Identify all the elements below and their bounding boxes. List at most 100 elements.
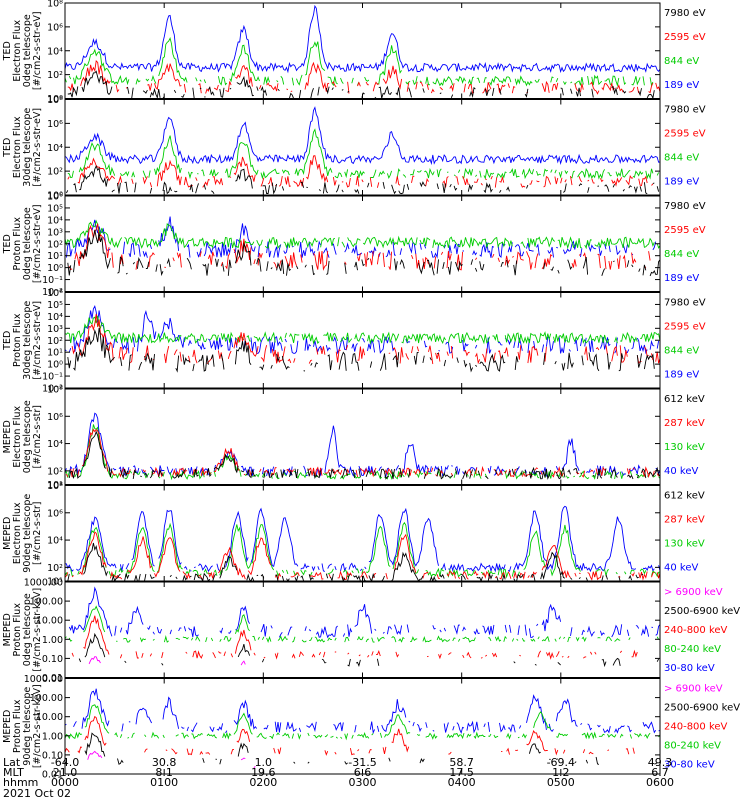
xaxis-lat-label-6: 49.3 (648, 756, 673, 769)
panel-4-ytick-label-8: 10⁶ (47, 288, 63, 299)
panel-5-legend-3: 130 keV (664, 442, 705, 453)
panel-4-ytick-label-1: 10⁻¹ (42, 372, 63, 383)
panel-7-ylabel-line-4: [#/cm2-s-str-keV] (32, 588, 43, 672)
xaxis-hhmm-label-0: 0000 (51, 776, 79, 789)
panel-3-ytick-label-1: 10⁻¹ (42, 275, 63, 286)
panel-4-legend-2: 2595 eV (664, 322, 706, 333)
xaxis-hhmm-label-3: 0300 (349, 776, 377, 789)
panel-4-ytick-label-3: 10¹ (47, 348, 63, 359)
panel-8-legend-4: 80-240 keV (664, 741, 721, 752)
panel-8-legend-5: 30-80 keV (664, 760, 715, 771)
panel-7-series-2 (64, 605, 659, 644)
panel-2-legend-4: 189 eV (664, 177, 699, 188)
panel-8-legend-1: > 6900 keV (664, 684, 723, 695)
panel-3-series-1 (66, 217, 658, 258)
panel-5-series-3 (66, 428, 659, 479)
panel-1-ytick-label-3: 10⁶ (47, 22, 63, 33)
xaxis-lat-label-0: -64.0 (51, 756, 79, 769)
panel-4-ytick-label-2: 10⁰ (47, 360, 63, 371)
panel-5-ylabel-line-2: Electron Flux (12, 406, 23, 468)
panel-3-ylabel-line-3: 0deg telescope (22, 207, 33, 280)
panel-8-ytick-label-5: 1000.00 (24, 674, 63, 685)
xaxis-hhmm-label-1: 0100 (150, 776, 178, 789)
panel-7-ylabel-line-1: MEPED (2, 613, 13, 646)
panel-3-legend-2: 2595 eV (664, 225, 706, 236)
panel-1-ylabel-line-4: [#/cm2-s-str-eV] (32, 11, 43, 90)
panel-5-ytick-label-2: 10⁴ (47, 439, 63, 450)
panel-8-ytick-label-2: 1.00 (42, 731, 63, 742)
panel-3-ytick-label-5: 10³ (47, 227, 63, 238)
panel-1-ytick-label-0: 10⁰ (47, 94, 63, 105)
panel-7-legend-1: > 6900 keV (664, 587, 723, 598)
panel-7-ylabel-line-3: 0deg telescope (22, 593, 33, 666)
panel-5-ylabel-line-4: [#/cm2-s-str] (32, 405, 43, 468)
panel-2-ytick-label-0: 10⁰ (47, 191, 63, 202)
panel-1-series-1 (64, 4, 661, 74)
panel-6-ytick-label-1: 10² (47, 563, 63, 574)
xaxis-row-label-lat: Lat (3, 756, 21, 769)
panel-6-ylabel-line-1: MEPED (2, 517, 13, 550)
panel-2-ytick-label-3: 10⁶ (47, 119, 63, 130)
xaxis-row-label-hhmm: hhmm (3, 776, 38, 789)
panel-3-ylabel-line-2: Proton Flux (12, 217, 23, 271)
panel-1-ytick-label-4: 10⁸ (47, 0, 63, 10)
panel-8-series-1 (64, 688, 661, 735)
panel-8-series-4 (64, 732, 658, 765)
xaxis-lat-label-2: 1.0 (255, 756, 273, 769)
panel-5-legend-1: 612 keV (664, 394, 705, 405)
panel-7-ytick-label-3: 10.00 (36, 616, 63, 627)
panel-5-legend-4: 40 keV (664, 466, 698, 477)
panel-3-ytick-label-3: 10¹ (47, 251, 63, 262)
panel-2-ytick-label-4: 10⁸ (47, 95, 63, 106)
panel-8-series-2 (64, 704, 661, 741)
panel-5-ytick-label-4: 10⁸ (47, 385, 63, 396)
panel-3-series-4 (67, 229, 661, 277)
panel-7-frame (64, 581, 661, 678)
panel-6-ylabel-line-2: Electron Flux (12, 502, 23, 564)
panel-7-ytick-label-4: 100.00 (30, 597, 63, 608)
panel-2-series-2 (67, 128, 660, 180)
panel-5-ytick-label-3: 10⁶ (47, 412, 63, 423)
panel-5-series-2 (64, 424, 661, 481)
panel-1-frame (64, 2, 661, 99)
panel-5-ylabel-line-3: 0deg telescope (22, 400, 33, 473)
panel-4-legend-1: 7980 eV (664, 298, 706, 309)
panel-1-series-2 (65, 38, 660, 85)
panel-4-series-2 (64, 315, 661, 345)
xaxis-row-label-mlt: MLT (3, 766, 24, 779)
panel-7-legend-2: 2500-6900 keV (664, 606, 740, 617)
panel-1-legend-1: 7980 eV (664, 8, 706, 19)
panel-5-legend-2: 287 keV (664, 418, 705, 429)
panel-8-ylabel-line-4: [#/cm2-s-str-keV] (32, 684, 43, 768)
panel-1-ylabel-line-1: TED (2, 41, 13, 61)
panel-4-legend-4: 189 eV (664, 370, 699, 381)
xaxis-mlt-label-3: 6.6 (354, 766, 372, 779)
xaxis-lat-label-4: 58.7 (449, 756, 474, 769)
panel-4-ytick-label-5: 10³ (47, 324, 63, 335)
panel-4-ylabel-line-2: Proton Flux (12, 313, 23, 367)
panel-5-ylabel-line-1: MEPED (2, 420, 13, 453)
panel-2-legend-1: 7980 eV (664, 105, 706, 116)
panel-7-legend-4: 80-240 keV (664, 644, 721, 655)
panel-8-ytick-label-1: 0.10 (42, 750, 63, 761)
panel-2-ylabel-line-4: [#/cm2-s-str-eV] (32, 108, 43, 187)
panel-5-series-4 (68, 430, 661, 480)
panel-6-legend-1: 612 keV (664, 491, 705, 502)
panel-6-ytick-label-0: 10¹ (47, 577, 63, 588)
xaxis-lat-label-3: -31.5 (348, 756, 376, 769)
panel-2-series-1 (64, 106, 661, 166)
panel-2-ylabel-line-2: Electron Flux (12, 116, 23, 178)
panel-7-ylabel-line-2: Proton Flux (12, 603, 23, 657)
panel-5: 10¹ 10² 10⁴ 10⁶ 10⁸ MEPED Electron Flux 0deg te… (2, 385, 705, 492)
panel-8-ytick-label-0: 0.01 (42, 770, 63, 781)
panel-4-series-3 (71, 313, 661, 365)
panel-7-series-4 (78, 632, 660, 668)
panel-3-ylabel-line-1: TED (2, 234, 13, 254)
xaxis-date: 2021 Oct 02 (3, 787, 71, 800)
panel-6-ytick-label-4: 10⁸ (47, 481, 63, 492)
panel-1-legend-2: 2595 eV (664, 32, 706, 43)
panel-3-ytick-label-2: 10⁰ (47, 263, 63, 274)
xaxis-hhmm-label-4: 0400 (448, 776, 476, 789)
